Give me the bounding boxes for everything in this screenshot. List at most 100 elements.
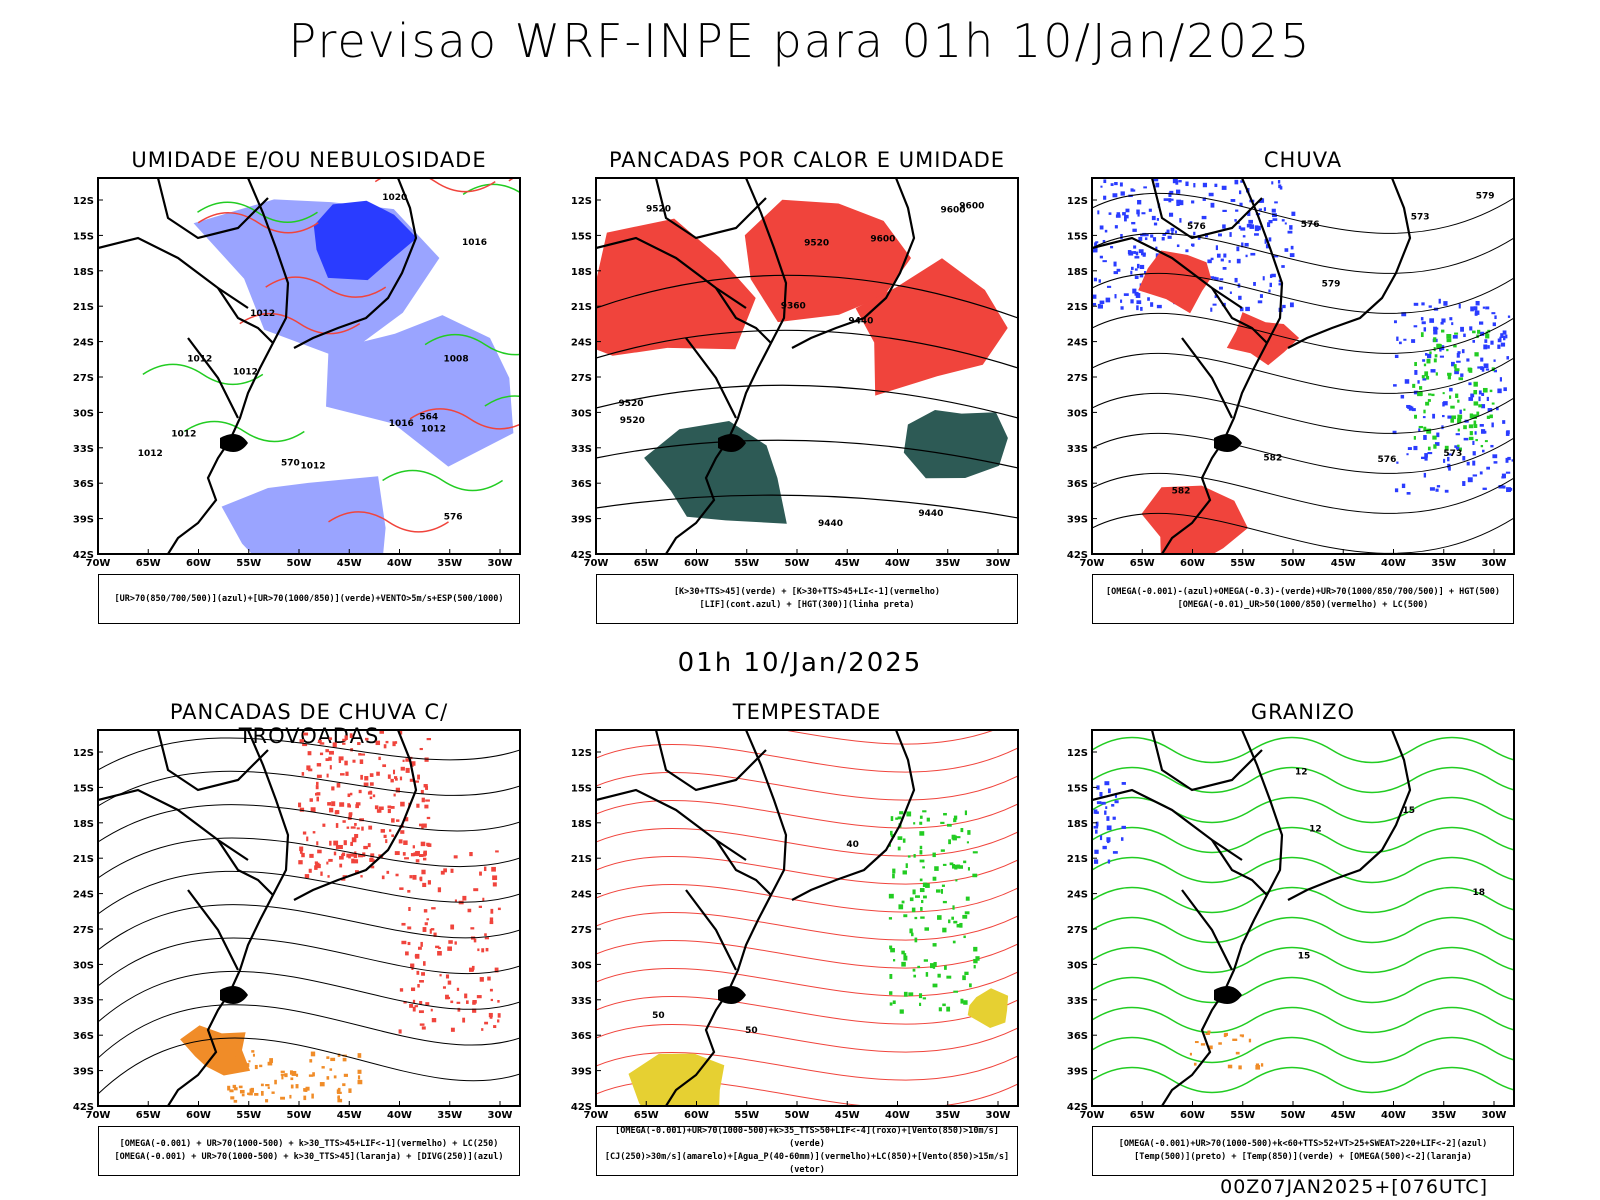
rain-speckle [1137, 199, 1142, 205]
storm-speckle [360, 774, 363, 780]
rain-speckle [1490, 444, 1494, 448]
storm-speckle [420, 789, 424, 794]
rain-speckle [1150, 234, 1154, 238]
cloud-field-area [313, 200, 417, 281]
rain-speckle [1507, 456, 1511, 461]
rain-speckle [1463, 333, 1466, 338]
rain-speckle [1438, 298, 1441, 304]
storm-speckle [284, 1073, 288, 1078]
rain-speckle [1443, 401, 1448, 406]
storm-speckle [303, 732, 309, 736]
storm-speckle [387, 774, 391, 779]
streamline [1092, 352, 1514, 394]
wind-speckle [964, 810, 968, 816]
lat-tick-label: 18S [1067, 819, 1088, 830]
storm-speckle [247, 1092, 252, 1095]
storm-speckle [336, 1089, 340, 1094]
contour-label: 9520 [804, 239, 829, 249]
rain-speckle [1506, 356, 1510, 360]
wind-speckle [956, 836, 961, 839]
rain-speckle [1110, 245, 1114, 249]
rain-speckle [1130, 266, 1134, 270]
storm-speckle [481, 948, 485, 953]
hail-speckle [1208, 1045, 1213, 1050]
geographic-boundary [665, 730, 788, 1106]
streamline [596, 968, 1018, 997]
wind-speckle [951, 864, 955, 869]
lon-tick-label: 30W [1482, 1110, 1507, 1121]
geographic-boundary [665, 178, 788, 554]
geographic-boundary [685, 337, 737, 419]
storm-speckle [370, 865, 375, 869]
storm-speckle [337, 1098, 343, 1103]
storm-speckle [347, 803, 351, 808]
rain-speckle [1458, 303, 1461, 309]
rain-speckle [1473, 424, 1478, 428]
rain-speckle [1238, 225, 1242, 230]
lat-tick-label: 33S [1067, 996, 1088, 1007]
storm-speckle [472, 1008, 477, 1013]
lat-tick-label: 30S [73, 408, 94, 419]
contour-line [409, 408, 520, 430]
rain-speckle [1498, 485, 1504, 489]
rain-speckle [1245, 254, 1248, 258]
geographic-boundary [167, 730, 290, 1106]
rain-speckle [1451, 322, 1454, 326]
storm-speckle [394, 778, 398, 781]
rain-speckle [1421, 375, 1425, 379]
storm-speckle [342, 820, 346, 823]
geographic-boundary [1287, 730, 1412, 901]
contour-label: 1016 [462, 238, 487, 248]
rain-speckle [1238, 190, 1242, 195]
contour-label: 12 [1309, 824, 1322, 834]
geographic-boundary [654, 730, 767, 792]
storm-speckle [479, 977, 484, 982]
map-frame [97, 177, 521, 555]
storm-speckle [369, 773, 374, 777]
hail-speckle [1096, 801, 1102, 805]
rain-speckle [1480, 429, 1486, 434]
panel-title: GRANIZO [1250, 700, 1356, 724]
legend-line: [LIF](cont.azul) + [HGT(300)](linha pret… [699, 600, 915, 610]
storm-speckle [295, 1073, 299, 1077]
rain-speckle [1278, 279, 1281, 283]
storm-speckle [298, 802, 302, 808]
rain-speckle [1099, 300, 1105, 304]
storm-speckle [386, 870, 390, 874]
lon-tick-label: 65W [634, 558, 659, 569]
storm-speckle [423, 851, 426, 857]
storm-speckle [370, 853, 375, 858]
storm-speckle [426, 737, 432, 741]
lon-tick-label: 55W [236, 1110, 261, 1121]
contour-label: 9520 [618, 399, 643, 409]
storm-speckle [315, 862, 320, 866]
streamline [1092, 312, 1514, 354]
rain-speckle [1420, 456, 1425, 460]
wind-speckle [892, 1000, 896, 1005]
rain-speckle [1422, 416, 1426, 419]
storm-speckle [220, 1050, 225, 1053]
rain-speckle [1479, 331, 1485, 336]
storm-speckle [387, 805, 392, 809]
rain-speckle [1472, 339, 1476, 343]
wind-speckle [913, 822, 916, 825]
storm-speckle [269, 1058, 274, 1063]
rain-speckle [1466, 461, 1470, 466]
rain-speckle [1423, 426, 1427, 431]
map-frame [595, 729, 1019, 1107]
geographic-boundary [715, 287, 772, 344]
rain-speckle [1491, 312, 1496, 315]
rain-speckle [1452, 335, 1458, 339]
storm-speckle [353, 859, 359, 864]
lat-tick-label: 21S [571, 302, 592, 313]
storm-speckle [377, 809, 382, 813]
rain-speckle [1428, 305, 1432, 308]
rain-speckle [1185, 249, 1189, 253]
hail-speckle [1099, 792, 1103, 797]
wind-speckle [963, 860, 967, 864]
wind-speckle [951, 916, 954, 920]
wind-speckle [941, 884, 945, 887]
geographic-boundary [791, 730, 916, 901]
rain-speckle [1099, 225, 1104, 230]
